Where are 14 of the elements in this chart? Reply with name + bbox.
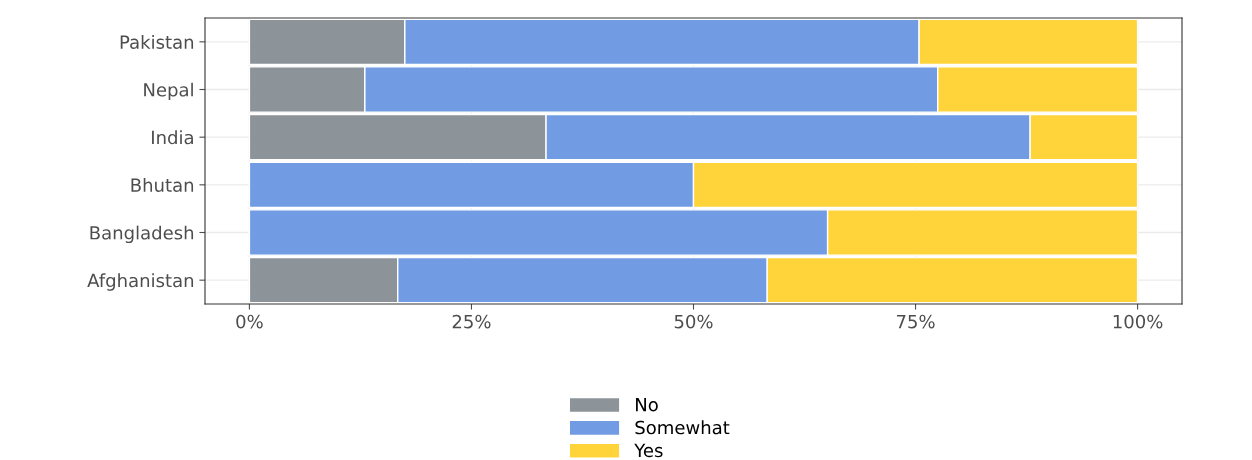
y-tick-label: Pakistan (120, 34, 194, 49)
legend-label: No (636, 398, 658, 412)
x-tick-label: 75% (896, 314, 935, 329)
legend-label: Yes (634, 443, 663, 458)
y-tick-label: India (152, 130, 193, 145)
y-tick-label: Nepal (144, 82, 193, 101)
x-tick-label: 0% (236, 314, 263, 329)
y-tick-label: Bhutan (131, 177, 194, 192)
x-tick-label: 50% (674, 314, 713, 329)
x-tick-label: 100% (1113, 314, 1163, 329)
legend-label: Somewhat (635, 420, 730, 435)
y-tick-label: Afghanistan (87, 273, 194, 291)
y-tick-label: Bangladesh (90, 225, 194, 244)
x-tick-label: 25% (452, 314, 491, 329)
